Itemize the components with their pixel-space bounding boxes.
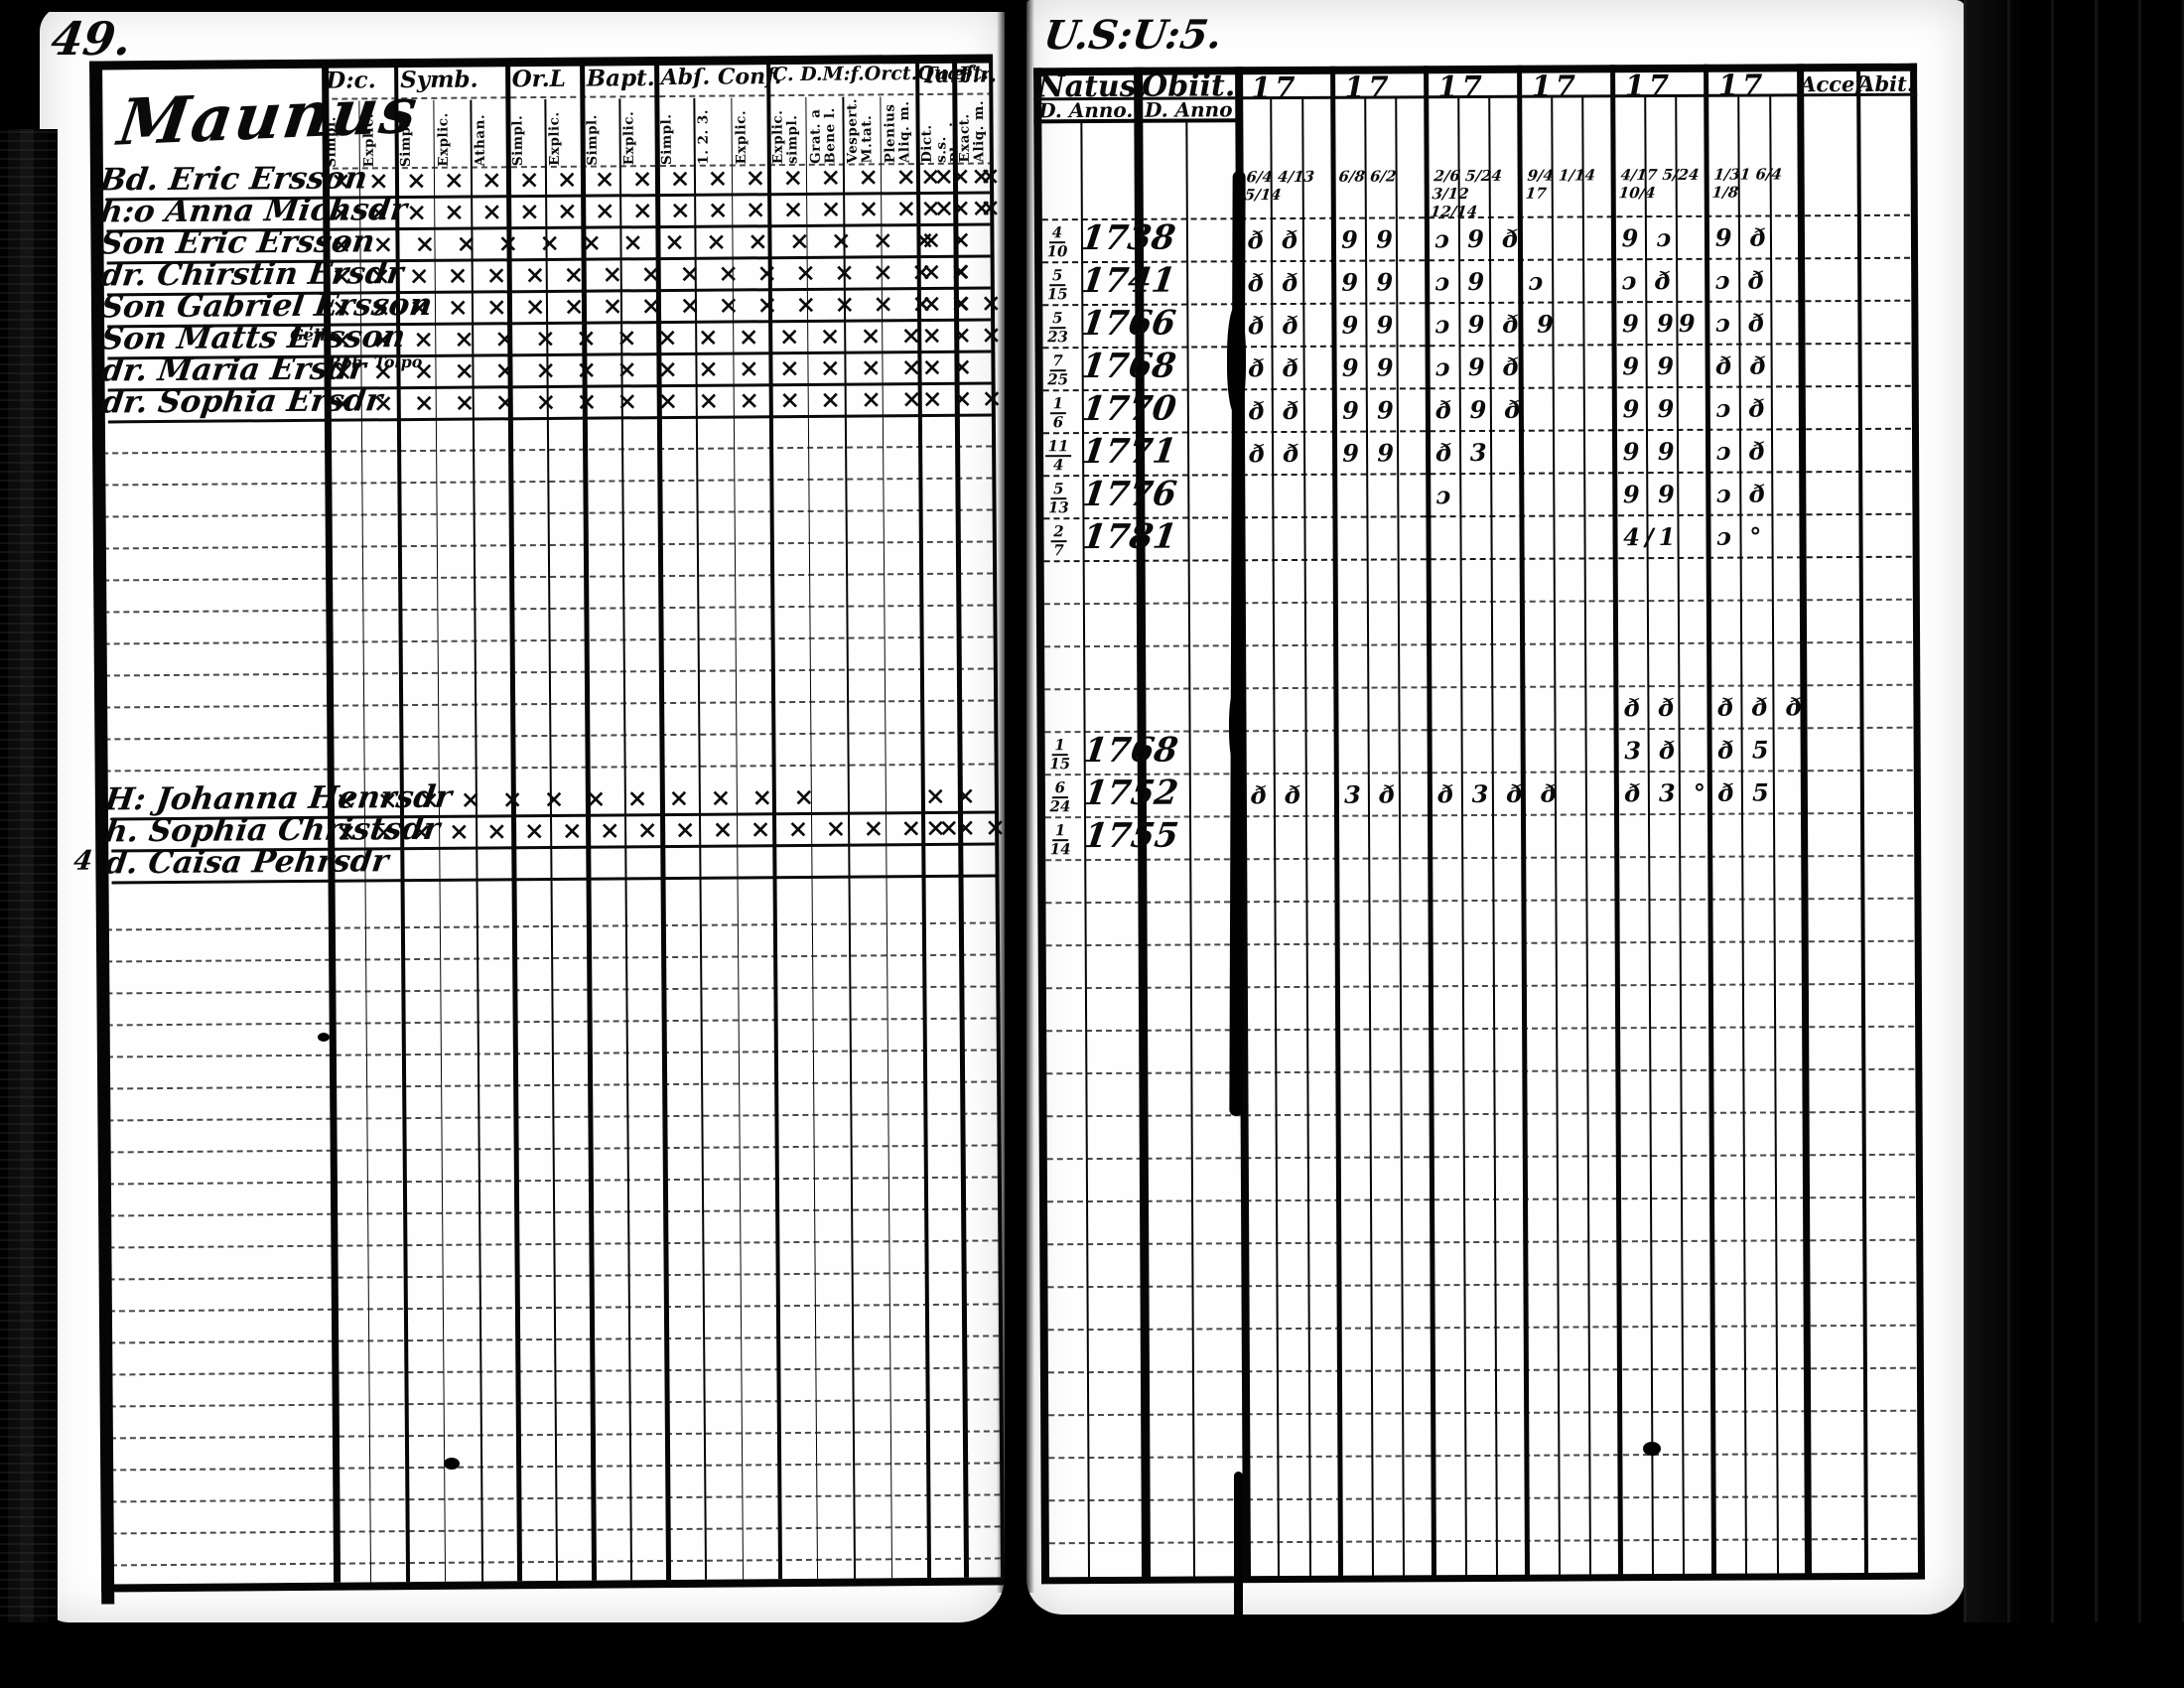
ink-blot [318,1033,330,1042]
scan-black-margin-bottom [0,1622,2184,1688]
right-page [1026,0,1966,1615]
left-page [40,6,1005,1622]
page-number: 49. [48,12,135,66]
scan-black-margin-right [1964,0,2184,1688]
ink-smear [1234,1472,1243,1618]
page-gutter [997,0,1034,1593]
ink-blot [444,1458,460,1470]
ink-smear [1227,306,1246,415]
scan-black-margin-left [0,129,58,1688]
ink-smear [1229,685,1246,769]
scan-black-edge [0,0,16,129]
ink-blot [1643,1442,1661,1456]
scan-black-margin-top [0,0,1026,12]
